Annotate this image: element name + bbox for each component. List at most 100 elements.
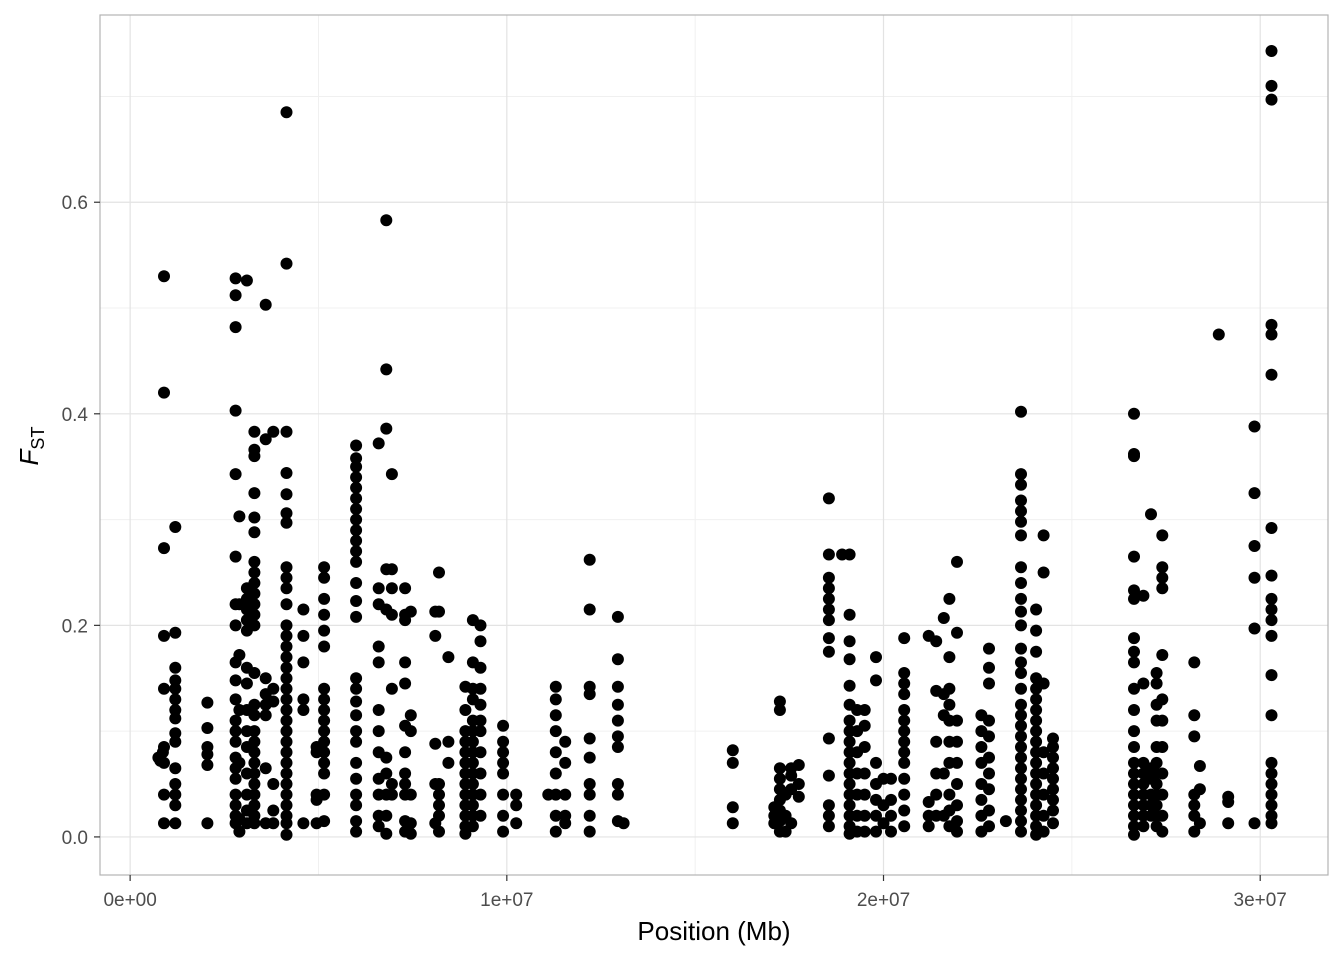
data-point — [983, 730, 995, 743]
data-point — [1030, 603, 1043, 616]
data-point — [429, 629, 442, 642]
data-point — [442, 735, 455, 748]
data-point — [466, 799, 479, 812]
data-point — [1137, 677, 1150, 690]
data-point — [1265, 756, 1278, 769]
data-point — [1015, 698, 1027, 711]
data-point — [248, 698, 261, 711]
data-point — [466, 756, 479, 769]
data-point — [1128, 550, 1140, 563]
data-point — [350, 439, 363, 452]
data-point — [350, 735, 363, 748]
data-point — [898, 725, 911, 738]
data-point — [380, 751, 393, 764]
data-point — [951, 815, 963, 828]
data-point — [1015, 405, 1027, 418]
data-point — [983, 751, 995, 764]
data-point — [943, 788, 956, 801]
data-point — [318, 788, 331, 801]
data-point — [1128, 788, 1140, 801]
data-point — [233, 825, 246, 838]
data-point — [1047, 762, 1059, 775]
data-point — [158, 817, 170, 830]
data-point — [1015, 793, 1027, 806]
data-point — [983, 783, 995, 796]
data-point — [229, 725, 242, 738]
data-point — [1030, 799, 1043, 812]
y-tick-label: 0.0 — [62, 828, 88, 849]
data-point — [1015, 762, 1027, 775]
data-point — [280, 799, 293, 812]
data-point — [399, 677, 412, 690]
data-point — [1156, 693, 1169, 706]
data-point — [466, 735, 479, 748]
data-point — [773, 695, 786, 708]
data-point — [549, 809, 562, 822]
data-point — [158, 386, 170, 399]
data-point — [1037, 677, 1050, 690]
data-point — [280, 651, 293, 664]
data-point — [497, 719, 510, 732]
data-point — [248, 526, 261, 539]
data-point — [280, 257, 293, 270]
data-point — [1265, 79, 1278, 92]
x-axis: 0e+00 1e+07 2e+07 3e+07 — [103, 875, 1287, 911]
data-point — [1265, 45, 1278, 57]
data-point — [1156, 825, 1169, 838]
data-point — [549, 725, 562, 738]
data-point — [951, 555, 963, 568]
data-point — [1128, 632, 1140, 645]
data-point — [510, 799, 523, 812]
data-point — [510, 817, 523, 830]
data-point — [158, 788, 170, 801]
data-point — [922, 796, 935, 808]
data-point — [350, 534, 363, 547]
data-point — [350, 460, 363, 473]
data-point — [1193, 760, 1206, 772]
data-point — [1188, 799, 1201, 812]
data-point — [229, 468, 242, 481]
data-point — [549, 825, 562, 838]
data-point — [1265, 788, 1278, 801]
data-point — [822, 603, 835, 616]
data-point — [459, 827, 472, 840]
data-point — [792, 790, 805, 803]
data-point — [1030, 645, 1043, 658]
data-point — [233, 510, 246, 523]
data-point — [885, 793, 897, 806]
data-point — [930, 735, 943, 748]
data-point — [773, 704, 786, 716]
data-point — [922, 820, 935, 833]
data-point — [1212, 328, 1225, 341]
data-point — [975, 793, 988, 806]
data-point — [1047, 804, 1059, 817]
data-point — [158, 682, 170, 695]
data-point — [280, 704, 293, 716]
data-point — [297, 704, 310, 716]
y-tick-label: 0.4 — [62, 405, 89, 426]
data-point — [474, 619, 487, 632]
data-point — [229, 619, 242, 632]
data-point — [937, 612, 950, 624]
data-point — [399, 614, 412, 627]
data-point — [318, 704, 331, 716]
data-point — [158, 741, 170, 753]
data-point — [404, 817, 417, 830]
data-point — [898, 804, 911, 817]
data-point — [474, 661, 487, 674]
data-point — [1015, 682, 1027, 695]
data-point — [399, 778, 412, 790]
data-point — [1128, 778, 1140, 790]
data-point — [943, 651, 956, 664]
data-point — [248, 566, 261, 579]
data-point — [399, 746, 412, 759]
data-point — [385, 608, 398, 621]
data-point — [318, 725, 331, 738]
data-point — [1015, 619, 1027, 632]
data-point — [611, 741, 624, 753]
data-point — [1015, 561, 1027, 574]
data-point — [1265, 799, 1278, 812]
data-point — [870, 809, 882, 822]
data-point — [1015, 577, 1027, 589]
data-point — [1156, 809, 1169, 822]
